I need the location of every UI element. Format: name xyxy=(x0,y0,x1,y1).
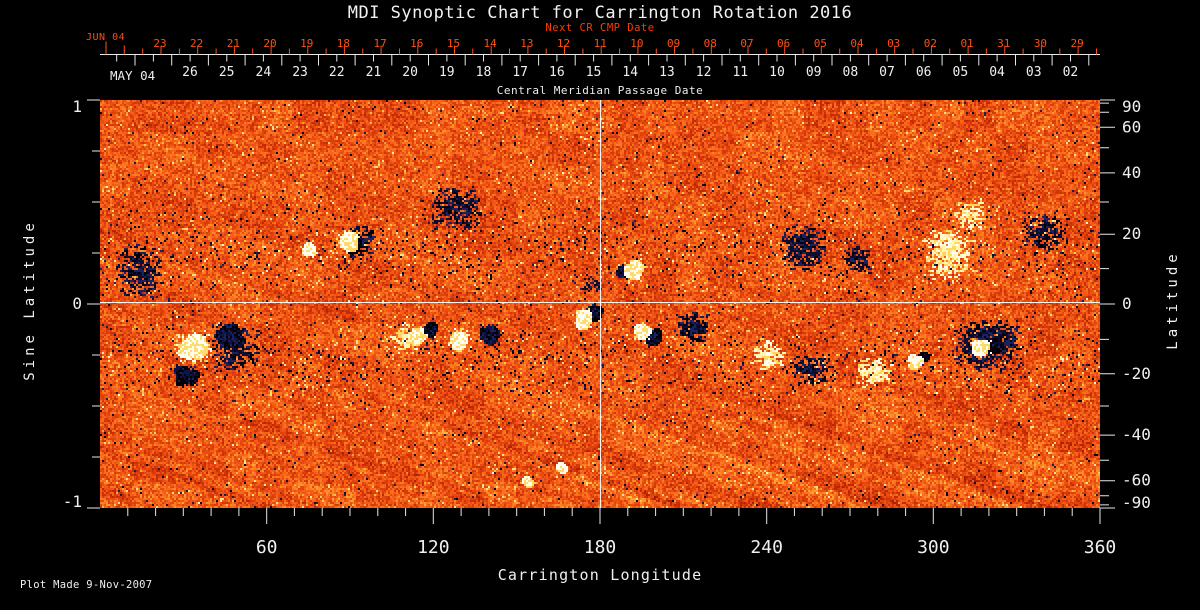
next-cr-day-label: 14 xyxy=(484,37,498,50)
cmp-day-label: 05 xyxy=(953,65,969,80)
next-cr-day-label: 05 xyxy=(814,37,827,50)
next-cr-day-label: 12 xyxy=(557,37,570,50)
next-cr-day-label: 22 xyxy=(190,37,203,50)
next-cr-day-label: 07 xyxy=(740,37,753,50)
latitude-tick-label: -60 xyxy=(1122,471,1151,490)
cmp-day-label: 06 xyxy=(916,65,932,80)
longitude-tick-label: 60 xyxy=(256,537,278,558)
next-cr-day-label: 06 xyxy=(777,37,790,50)
next-cr-day-label: 13 xyxy=(520,37,533,50)
cmp-day-label: 19 xyxy=(439,65,455,80)
cmp-day-label: 23 xyxy=(292,65,308,80)
cmp-day-label: 13 xyxy=(659,65,675,80)
sine-latitude-tick-label: 0 xyxy=(72,294,82,313)
axis-ticks xyxy=(105,41,1097,55)
cmp-day-label: 17 xyxy=(512,65,528,80)
cmp-month-label: MAY 04 xyxy=(110,68,156,83)
latitude-tick-label: -90 xyxy=(1122,493,1151,512)
latitude-tick-label: -20 xyxy=(1122,364,1151,383)
left-axis-title: Sine Latitude xyxy=(22,219,38,381)
cmp-day-label: 16 xyxy=(549,65,565,80)
cmp-day-label: 22 xyxy=(329,65,345,80)
next-cr-day-label: 23 xyxy=(153,37,166,50)
axis-ticks xyxy=(1100,99,1115,509)
next-cr-day-label: 17 xyxy=(373,37,386,50)
next-cr-day-label: 10 xyxy=(630,37,643,50)
cmp-day-label: 02 xyxy=(1063,65,1079,80)
next-cr-day-label: 04 xyxy=(850,37,864,50)
cmp-day-label: 20 xyxy=(402,65,418,80)
cmp-axis-title: Central Meridian Passage Date xyxy=(496,84,704,97)
next-cr-day-label: 29 xyxy=(1071,37,1084,50)
next-cr-day-label: 21 xyxy=(227,37,240,50)
longitude-tick-label: 180 xyxy=(584,537,617,558)
next-cr-day-label: 09 xyxy=(667,37,680,50)
axis-ticks xyxy=(116,54,1090,66)
longitude-tick-label: 240 xyxy=(750,537,783,558)
magnetogram-image xyxy=(100,100,1100,508)
sine-latitude-tick-label: -1 xyxy=(63,492,82,511)
latitude-tick-label: 60 xyxy=(1122,117,1141,136)
next-cr-month-label: JUN 04 xyxy=(86,32,126,43)
chart-title: MDI Synoptic Chart for Carrington Rotati… xyxy=(347,3,853,23)
cmp-day-label: 18 xyxy=(476,65,492,80)
latitude-tick-label: 20 xyxy=(1122,224,1141,243)
cmp-day-label: 04 xyxy=(989,65,1005,80)
next-cr-day-label: 30 xyxy=(1034,37,1047,50)
next-cr-day-label: 15 xyxy=(447,37,460,50)
cmp-day-label: 14 xyxy=(622,65,638,80)
longitude-tick-label: 360 xyxy=(1084,537,1117,558)
cmp-day-label: 10 xyxy=(769,65,785,80)
cmp-day-label: 26 xyxy=(182,65,198,80)
next-cr-day-label: 02 xyxy=(924,37,937,50)
cmp-day-label: 24 xyxy=(256,65,272,80)
next-cr-day-label: 01 xyxy=(960,37,973,50)
right-axis-title: Latitude xyxy=(1165,250,1181,350)
cmp-day-label: 25 xyxy=(219,65,235,80)
longitude-tick-label: 300 xyxy=(917,537,950,558)
next-cr-day-label: 08 xyxy=(704,37,717,50)
next-cr-cmp-date-label: Next CR CMP Date xyxy=(545,22,655,34)
cmp-day-label: 07 xyxy=(879,65,895,80)
latitude-tick-label: 0 xyxy=(1122,294,1132,313)
next-cr-day-label: 19 xyxy=(300,37,313,50)
next-cr-day-label: 03 xyxy=(887,37,900,50)
latitude-tick-label: -40 xyxy=(1122,425,1151,444)
next-cr-day-label: 18 xyxy=(337,37,350,50)
axis-ticks xyxy=(127,508,1101,524)
cmp-day-label: 15 xyxy=(586,65,602,80)
cmp-day-label: 09 xyxy=(806,65,822,80)
axis-ticks xyxy=(87,99,100,509)
latitude-tick-label: 40 xyxy=(1122,163,1141,182)
next-cr-day-label: 31 xyxy=(997,37,1010,50)
plot-made-timestamp: Plot Made 9-Nov-2007 xyxy=(20,579,153,591)
cmp-day-label: 03 xyxy=(1026,65,1042,80)
cmp-day-label: 21 xyxy=(366,65,382,80)
cmp-day-label: 12 xyxy=(696,65,712,80)
sine-latitude-tick-label: 1 xyxy=(72,97,82,116)
next-cr-day-label: 11 xyxy=(594,37,607,50)
next-cr-day-label: 16 xyxy=(410,37,423,50)
latitude-tick-label: 90 xyxy=(1122,97,1141,116)
next-cr-day-label: 20 xyxy=(263,37,276,50)
bottom-axis-title: Carrington Longitude xyxy=(497,566,703,584)
cmp-day-label: 11 xyxy=(732,65,748,80)
cmp-day-label: 08 xyxy=(843,65,859,80)
longitude-tick-label: 120 xyxy=(417,537,450,558)
